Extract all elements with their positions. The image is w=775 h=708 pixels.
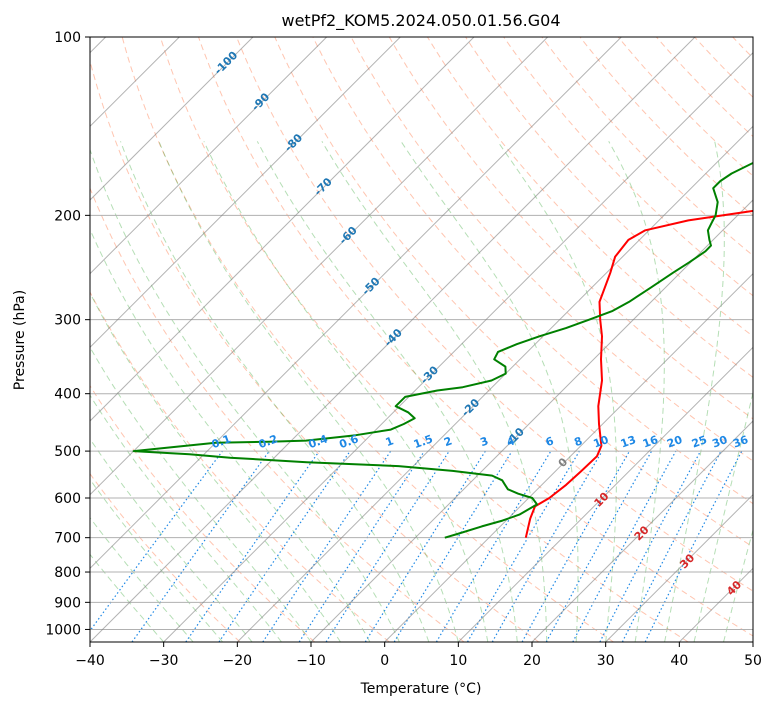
x-tick-label: 30 bbox=[597, 653, 615, 669]
y-tick-label: 300 bbox=[54, 313, 81, 329]
mixing-ratio-label: 13 bbox=[619, 433, 638, 450]
y-tick-label: 700 bbox=[54, 531, 81, 547]
dry-adiabat-line bbox=[426, 37, 753, 378]
dry-adiabat-line bbox=[159, 37, 689, 642]
mixing-ratio-label: 1.5 bbox=[412, 432, 435, 451]
mixing-ratio-label: 3 bbox=[478, 434, 490, 449]
isotherm-line bbox=[90, 37, 549, 496]
mixing-ratio-label: 1 bbox=[384, 434, 396, 449]
isotherm-line bbox=[90, 37, 254, 201]
dry-adiabat-line bbox=[90, 59, 540, 642]
mixing-ratio-label: 20 bbox=[665, 433, 684, 451]
temperature-line bbox=[524, 209, 753, 538]
mixing-ratio-line bbox=[131, 450, 270, 642]
x-tick-label: 40 bbox=[670, 653, 688, 669]
mixing-ratio-line bbox=[393, 450, 513, 642]
mixing-ratio-line bbox=[218, 450, 351, 642]
dry-adiabat-line bbox=[198, 37, 753, 637]
mixing-ratio-line bbox=[435, 450, 552, 642]
mixing-ratio-label: 0.2 bbox=[257, 432, 280, 451]
x-tick-label: −30 bbox=[149, 653, 179, 669]
mixing-ratio-label: 10 bbox=[592, 433, 611, 451]
mixing-ratio-label: 0.6 bbox=[338, 432, 361, 451]
y-axis: 100 200 300 400 500 600 700 800 900 1000 bbox=[45, 30, 90, 638]
isotherm-line bbox=[90, 37, 696, 642]
dry-adiabat-line bbox=[503, 37, 753, 297]
isotherm-line bbox=[605, 493, 753, 642]
x-tick-label: −10 bbox=[296, 653, 326, 669]
dry-adiabat-line bbox=[312, 37, 753, 505]
y-tick-label: 600 bbox=[54, 491, 81, 507]
mixing-ratio-label: 4 bbox=[505, 434, 517, 449]
mixing-ratio-label: 36 bbox=[731, 433, 750, 451]
x-tick-label: 50 bbox=[744, 653, 762, 669]
dry-adiabat-line bbox=[121, 37, 614, 642]
isotherm-line bbox=[90, 37, 622, 570]
mixing-ratio-lines bbox=[90, 450, 743, 642]
mixing-ratio-label: 8 bbox=[572, 434, 584, 449]
y-tick-label: 1000 bbox=[45, 622, 81, 638]
y-tick-label: 100 bbox=[54, 30, 81, 46]
chart-title: wetPf2_KOM5.2024.050.01.56.G04 bbox=[281, 11, 560, 31]
isotherm-line bbox=[90, 37, 401, 349]
plot-area: -100-90-80-70-60-50-40-30-20-10010203040… bbox=[90, 37, 753, 642]
isobar-gridlines bbox=[90, 37, 753, 630]
x-tick-label: −40 bbox=[75, 653, 105, 669]
mixing-ratio-line bbox=[466, 450, 580, 642]
x-tick-label: 20 bbox=[523, 653, 541, 669]
dry-adiabat-line bbox=[90, 291, 390, 642]
x-tick-label: 10 bbox=[449, 653, 467, 669]
mixing-ratio-line bbox=[572, 450, 677, 642]
mixing-ratio-line bbox=[325, 450, 450, 642]
y-tick-label: 800 bbox=[54, 565, 81, 581]
dewpoint-line bbox=[132, 161, 753, 539]
y-tick-label: 900 bbox=[54, 595, 81, 611]
dry-adiabat-line bbox=[90, 186, 465, 642]
mixing-ratio-label: 0.4 bbox=[307, 432, 330, 451]
mixing-ratio-line bbox=[521, 450, 631, 642]
isotherm-line bbox=[90, 37, 475, 422]
isotherm-line bbox=[90, 37, 328, 275]
y-tick-label: 200 bbox=[54, 208, 81, 224]
dry-adiabat-line bbox=[90, 384, 316, 642]
y-tick-label: 400 bbox=[54, 387, 81, 403]
mixing-ratio-line bbox=[185, 450, 320, 642]
dry-adiabat-line bbox=[274, 37, 753, 548]
isotherm-line bbox=[163, 51, 753, 642]
y-tick-label: 500 bbox=[54, 444, 81, 460]
mixing-ratio-label: 2 bbox=[442, 434, 454, 449]
isotherm-line bbox=[310, 199, 753, 642]
isotherm-line bbox=[457, 346, 753, 642]
y-axis-label: Pressure (hPa) bbox=[12, 290, 28, 390]
isotherm-line bbox=[236, 125, 753, 642]
mixing-ratio-label: 16 bbox=[641, 433, 660, 451]
mixing-ratio-label: 25 bbox=[690, 433, 709, 450]
x-tick-label: 0 bbox=[380, 653, 389, 669]
data-series bbox=[132, 161, 753, 539]
x-axis: −40 −30 −20 −10 0 10 20 30 40 50 bbox=[75, 642, 762, 669]
dry-adiabat-line bbox=[236, 37, 753, 592]
mixing-ratio-line bbox=[90, 450, 223, 632]
isotherm-line bbox=[531, 420, 753, 642]
isotherm-line bbox=[384, 272, 753, 642]
plot-frame bbox=[89, 36, 754, 643]
x-axis-label: Temperature (°C) bbox=[360, 681, 482, 697]
mixing-ratio-label: 30 bbox=[710, 433, 729, 451]
x-tick-label: −20 bbox=[223, 653, 253, 669]
mixing-ratio-line bbox=[491, 450, 603, 642]
dry-adiabat-line bbox=[617, 37, 753, 177]
mixing-ratio-line bbox=[364, 450, 486, 642]
isotherms bbox=[90, 37, 753, 642]
mixing-ratio-label: 6 bbox=[544, 434, 556, 449]
mixing-ratio-label: 0.1 bbox=[210, 432, 233, 451]
dry-adiabat-line bbox=[388, 37, 753, 420]
dry-adiabats bbox=[90, 37, 753, 642]
